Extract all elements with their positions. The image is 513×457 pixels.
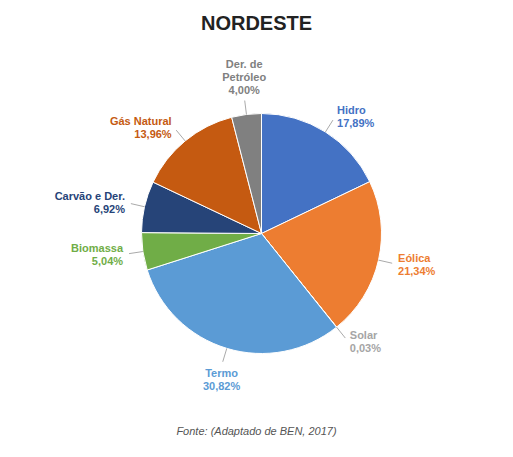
html-text:Fonte: (Adaptado de BEN, 2017): Fonte: (Adaptado de BEN, 2017) xyxy=(176,425,337,437)
svg-text:Solar0,03%: Solar0,03% xyxy=(350,329,381,354)
html-text:NORDESTE: NORDESTE xyxy=(200,12,313,34)
svg-text:Eólica21,34%: Eólica21,34% xyxy=(398,252,436,277)
svg-text:Termo30,82%: Termo30,82% xyxy=(203,367,241,392)
svg-text:Hidro17,89%: Hidro17,89% xyxy=(337,104,375,129)
svg-text:Gás Natural13,96%: Gás Natural13,96% xyxy=(110,115,172,140)
svg-text:Biomassa5,04%: Biomassa5,04% xyxy=(71,242,124,267)
svg-text:Carvão e Der.6,92%: Carvão e Der.6,92% xyxy=(55,190,126,215)
svg-text:Der. dePetróleo4,00%: Der. dePetróleo4,00% xyxy=(222,58,266,96)
